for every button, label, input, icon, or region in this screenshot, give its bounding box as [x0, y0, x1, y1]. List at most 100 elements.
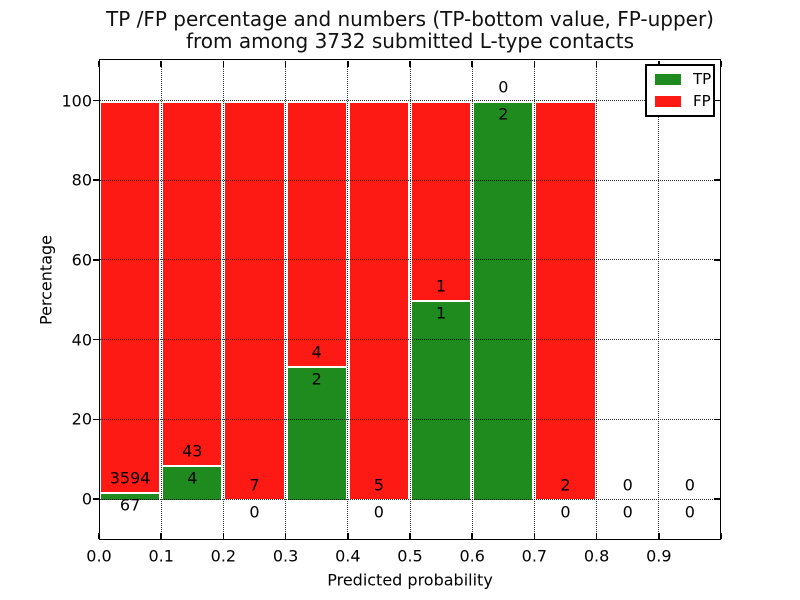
x-gridline: [285, 59, 287, 540]
x-tick-mark-bottom: [658, 532, 660, 539]
tp-legend-label: TP: [693, 70, 712, 88]
x-tick-mark-bottom: [347, 532, 349, 539]
x-gridline: [471, 59, 473, 540]
x-gridline: [596, 59, 598, 540]
tp-count-label: 0: [622, 502, 633, 522]
fp-count-label: 4: [311, 342, 322, 362]
tp-bar-segment: [99, 491, 162, 500]
x-tick-mark-top: [160, 60, 162, 67]
y-tick-label: 0: [81, 489, 92, 509]
x-tick-mark-top: [347, 60, 349, 67]
tp-count-label: 0: [684, 502, 695, 522]
legend-item-fp: FP: [655, 94, 711, 109]
fp-bar-segment: [99, 100, 162, 492]
x-gridline: [160, 59, 162, 540]
fp-bar-segment: [285, 100, 348, 367]
legend-item-tp: TP: [655, 72, 711, 87]
x-tick-label: 0.4: [335, 546, 361, 566]
x-tick-mark-bottom: [284, 532, 287, 539]
y-tick-mark-left: [93, 498, 99, 500]
y-tick-label: 20: [71, 409, 92, 429]
legend-box: TP FP: [645, 64, 715, 117]
tp-count-label: 0: [560, 502, 571, 522]
y-tick-label: 40: [71, 330, 92, 350]
x-tick-label: 0.0: [86, 546, 112, 566]
x-axis-label: Predicted probability: [327, 570, 493, 590]
fp-bar-segment: [410, 100, 473, 300]
chart-title-line-1: TP /FP percentage and numbers (TP-bottom…: [106, 7, 714, 31]
y-tick-mark-left: [93, 338, 99, 341]
y-tick-mark-right: [713, 99, 720, 102]
fp-bar-segment: [223, 100, 286, 499]
y-tick-mark-right: [713, 179, 720, 181]
y-tick-mark-left: [93, 99, 99, 102]
x-tick-mark-top: [720, 60, 722, 67]
fp-bar-segment: [534, 100, 597, 499]
x-tick-label: 0.2: [210, 546, 237, 566]
x-tick-label: 0.1: [148, 546, 174, 566]
y-tick-mark-left: [93, 259, 99, 261]
tp-count-label: 2: [498, 104, 509, 123]
x-tick-mark-top: [284, 60, 287, 67]
tp-count-label: 1: [436, 303, 447, 323]
x-tick-mark-top: [658, 60, 660, 67]
x-tick-mark-top: [471, 60, 473, 67]
y-tick-mark-left: [93, 418, 99, 421]
x-tick-mark-bottom: [471, 532, 473, 539]
y-tick-mark-right: [713, 259, 720, 261]
fp-count-label: 0: [622, 475, 633, 495]
y-axis-label: Percentage: [36, 234, 56, 326]
fp-count-label: 0: [684, 475, 695, 495]
fp-legend-swatch: [655, 96, 681, 107]
x-tick-label: 0.6: [459, 546, 485, 566]
x-tick-mark-bottom: [98, 532, 100, 539]
tp-count-label: 4: [187, 468, 198, 488]
y-tick-label: 100: [61, 91, 92, 110]
tp-bar-segment: [161, 465, 224, 500]
x-gridline: [658, 59, 660, 540]
y-tick-mark-right: [713, 338, 720, 341]
x-tick-mark-bottom: [409, 532, 411, 539]
x-tick-label: 0.9: [646, 546, 672, 566]
tp-count-label: 2: [311, 369, 322, 389]
y-tick-label: 80: [71, 170, 92, 190]
fp-count-label: 7: [249, 475, 260, 495]
x-gridline: [533, 59, 535, 540]
fp-bar-segment: [347, 100, 410, 499]
y-tick-mark-right: [713, 418, 720, 421]
y-tick-mark-left: [93, 179, 99, 181]
tp-legend-swatch: [655, 74, 681, 85]
y-tick-label: 60: [71, 250, 92, 270]
fp-count-label: 3594: [109, 468, 151, 488]
x-tick-label: 0.7: [521, 546, 548, 566]
x-gridline: [347, 59, 349, 540]
x-gridline: [409, 59, 411, 540]
chart-title-line-2: from among 3732 submitted L-type contact…: [185, 29, 635, 53]
x-tick-label: 0.5: [397, 546, 423, 566]
tp-count-label: 0: [373, 502, 384, 522]
x-tick-mark-top: [533, 60, 536, 67]
x-tick-label: 0.3: [272, 546, 299, 566]
fp-count-label: 5: [373, 475, 384, 495]
fp-count-label: 43: [182, 441, 203, 461]
x-tick-label: 0.8: [583, 546, 610, 566]
x-tick-mark-bottom: [533, 532, 536, 539]
fp-legend-label: FP: [693, 92, 711, 110]
tp-bar-segment: [285, 366, 348, 500]
fp-count-label: 2: [560, 475, 571, 495]
tp-bar-segment: [472, 100, 535, 500]
x-tick-mark-top: [222, 60, 225, 67]
y-tick-mark-right: [713, 498, 720, 500]
x-tick-mark-bottom: [160, 532, 162, 539]
tp-count-label: 0: [249, 502, 260, 522]
tp-bar-segment: [410, 299, 473, 500]
x-tick-mark-bottom: [222, 532, 225, 539]
x-gridline: [222, 59, 224, 540]
fp-bar-segment: [161, 100, 224, 466]
x-tick-mark-bottom: [720, 532, 722, 539]
tp-count-label: 67: [119, 495, 141, 515]
fp-count-label: 1: [436, 276, 447, 296]
x-tick-mark-top: [595, 60, 598, 67]
x-tick-mark-bottom: [595, 532, 598, 539]
